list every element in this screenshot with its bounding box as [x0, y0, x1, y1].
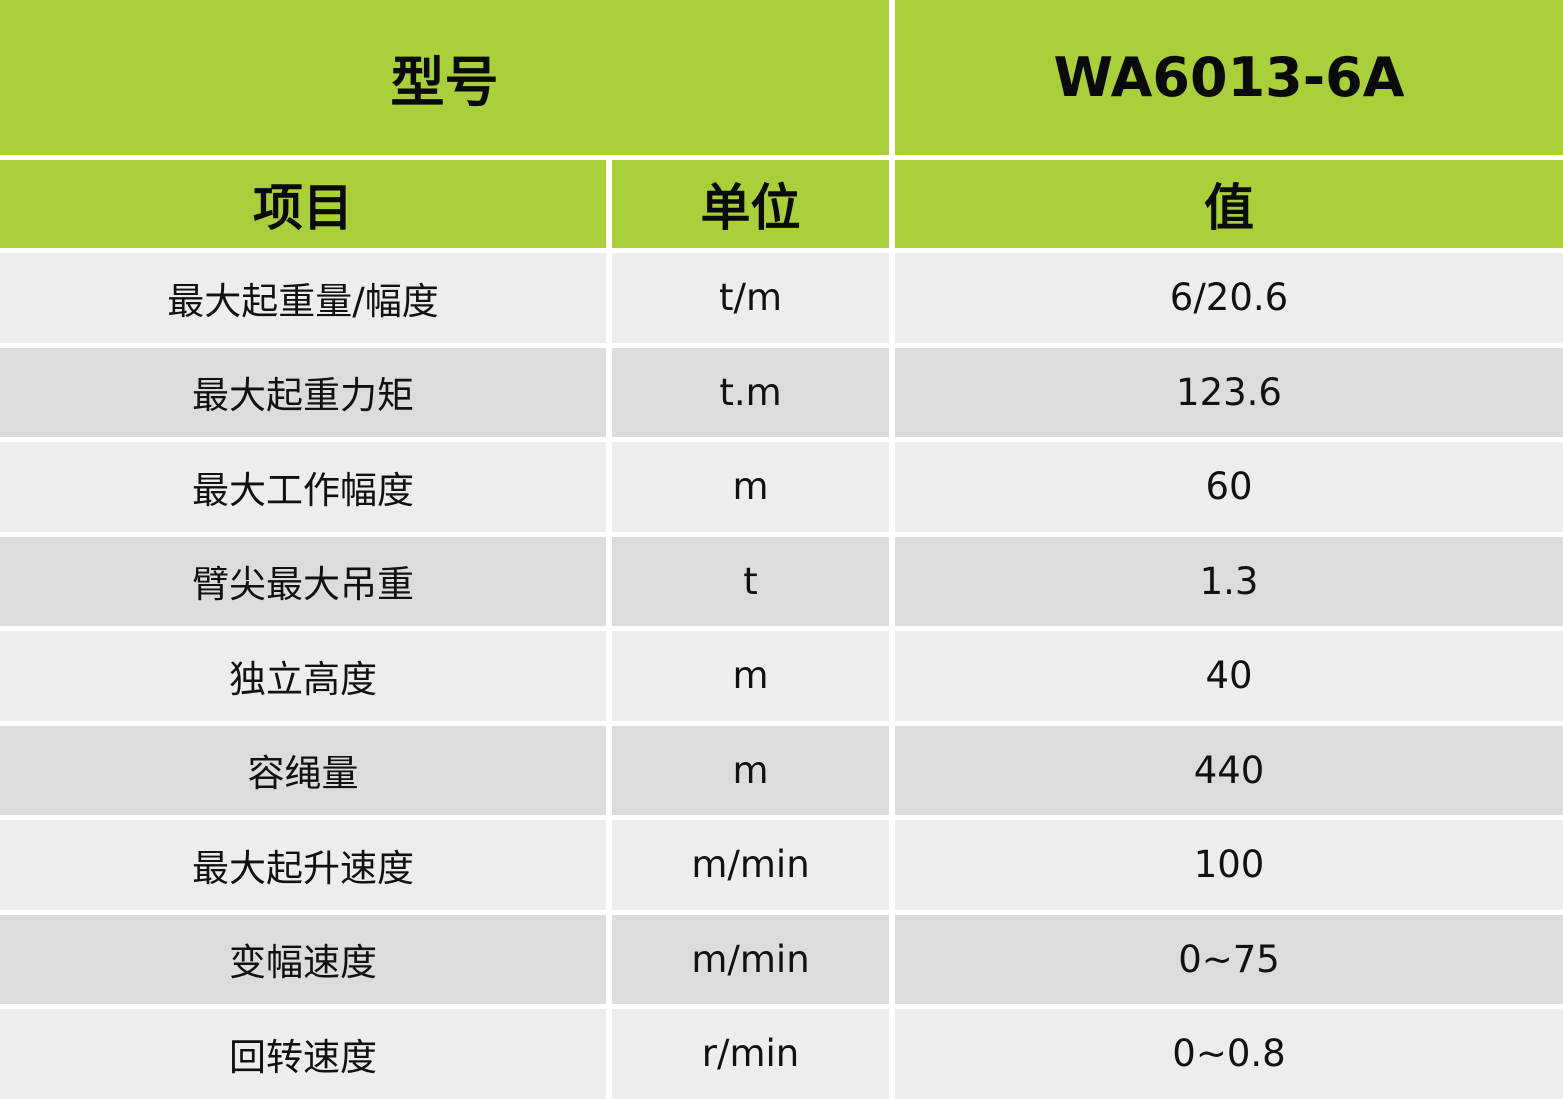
table-cell-item: 臂尖最大吊重 [0, 536, 606, 626]
table-cell-value: 440 [895, 725, 1563, 815]
table-cell-unit: m [612, 442, 889, 532]
table-cell-value: 123.6 [895, 347, 1563, 437]
table-cell-unit: t/m [612, 253, 889, 343]
table-cell-value: 100 [895, 820, 1563, 910]
table-cell-unit: m/min [612, 820, 889, 910]
table-cell-item: 最大起重力矩 [0, 347, 606, 437]
table-cell-item: 独立高度 [0, 631, 606, 721]
table-cell-item: 最大起重量/幅度 [0, 253, 606, 343]
table-cell-item: 容绳量 [0, 725, 606, 815]
table-cell-item: 最大工作幅度 [0, 442, 606, 532]
table-cell-unit: r/min [612, 1009, 889, 1099]
column-header-item: 项目 [0, 160, 606, 248]
table-cell-unit: m [612, 631, 889, 721]
table-cell-value: 6/20.6 [895, 253, 1563, 343]
table-cell-value: 0~0.8 [895, 1009, 1563, 1099]
column-header-value: 值 [895, 160, 1563, 248]
table-cell-item: 回转速度 [0, 1009, 606, 1099]
table-cell-value: 0~75 [895, 914, 1563, 1004]
table-cell-item: 变幅速度 [0, 914, 606, 1004]
table-cell-unit: t [612, 536, 889, 626]
table-cell-unit: m [612, 725, 889, 815]
table-cell-unit: m/min [612, 914, 889, 1004]
table-cell-value: 40 [895, 631, 1563, 721]
column-header-unit: 单位 [612, 160, 889, 248]
table-cell-value: 60 [895, 442, 1563, 532]
model-value: WA6013-6A [895, 0, 1563, 155]
table-cell-item: 最大起升速度 [0, 820, 606, 910]
table-cell-value: 1.3 [895, 536, 1563, 626]
model-label: 型号 [0, 0, 889, 155]
table-cell-unit: t.m [612, 347, 889, 437]
